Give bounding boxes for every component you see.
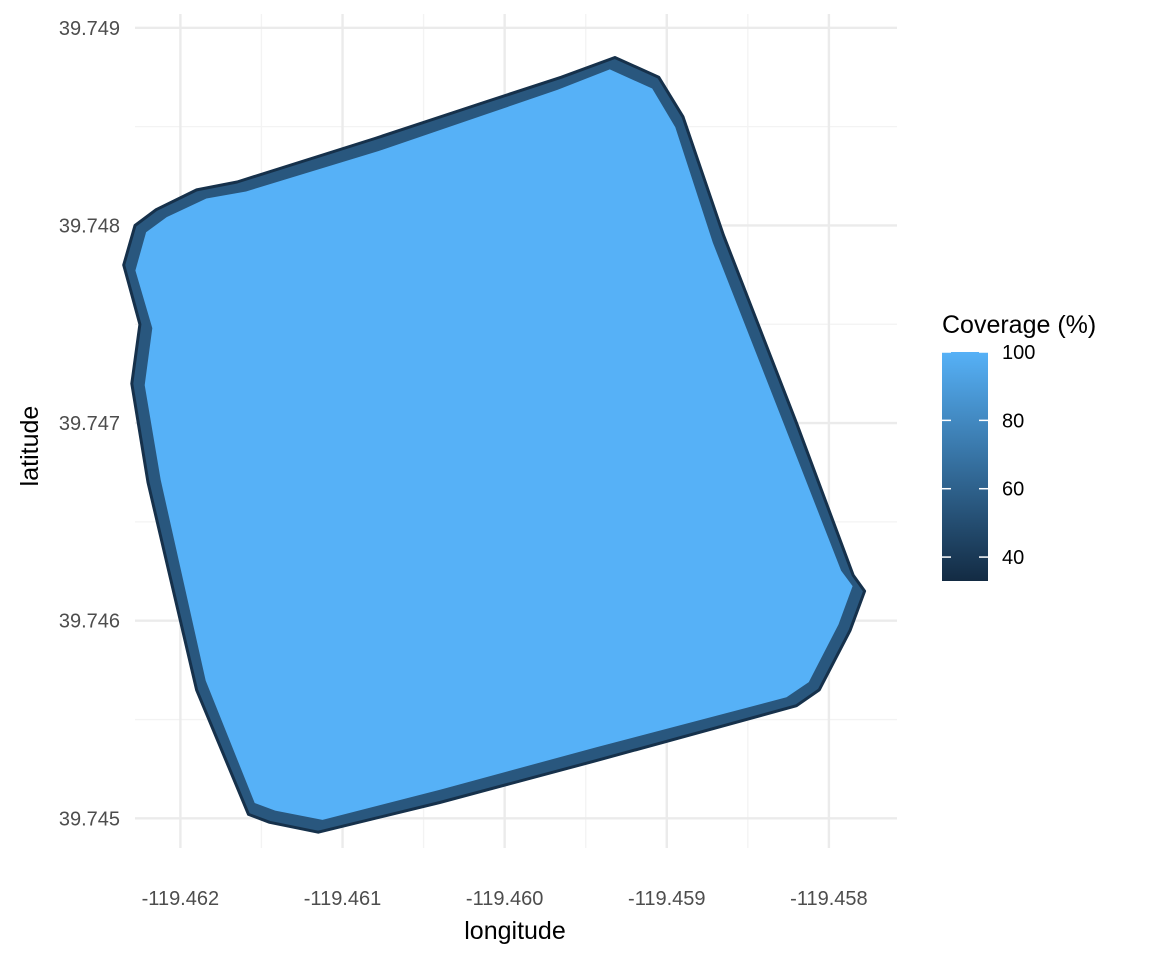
legend-ticks: 40 60 80 100 xyxy=(942,342,1035,569)
y-tick-label: 39.748 xyxy=(59,215,120,237)
x-tick-label: -119.458 xyxy=(790,888,867,910)
x-tick-label: -119.460 xyxy=(466,888,543,910)
x-axis-ticks: -119.462 -119.461 -119.460 -119.459 -119.458 xyxy=(142,888,868,910)
x-tick-label: -119.462 xyxy=(142,888,219,910)
y-tick-label: 39.746 xyxy=(59,611,120,633)
coverage-full-region xyxy=(135,69,853,820)
legend-colorbar xyxy=(942,352,988,581)
coverage-field xyxy=(122,56,867,834)
x-tick-label: -119.459 xyxy=(628,888,705,910)
legend-break-label: 60 xyxy=(1002,479,1024,501)
legend: Coverage (%) 40 60 80 100 xyxy=(942,311,1096,581)
y-tick-label: 39.747 xyxy=(59,413,120,435)
y-axis-ticks: 39.745 39.746 39.747 39.748 39.749 xyxy=(59,18,120,831)
legend-break-label: 80 xyxy=(1002,410,1024,432)
x-tick-label: -119.461 xyxy=(304,888,381,910)
y-axis-title: latitude xyxy=(16,406,44,487)
legend-title: Coverage (%) xyxy=(942,311,1096,339)
x-axis-title: longitude xyxy=(464,917,565,945)
legend-break-label: 40 xyxy=(1002,547,1024,569)
y-tick-label: 39.745 xyxy=(59,808,120,830)
legend-break-label: 100 xyxy=(1002,342,1035,364)
y-tick-label: 39.749 xyxy=(59,18,120,40)
